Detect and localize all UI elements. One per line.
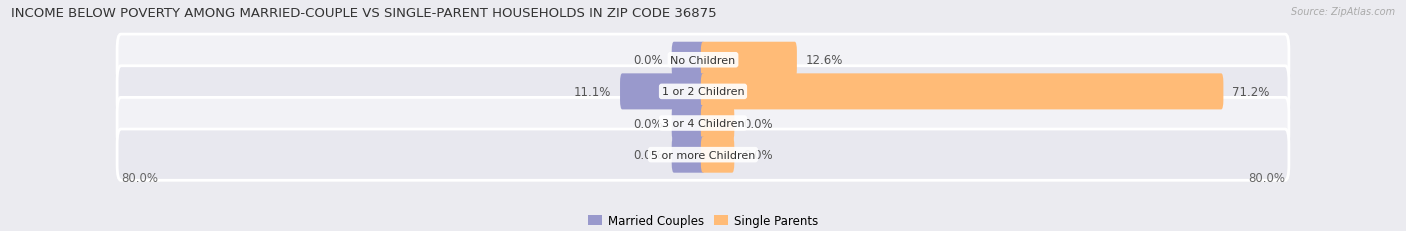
Text: INCOME BELOW POVERTY AMONG MARRIED-COUPLE VS SINGLE-PARENT HOUSEHOLDS IN ZIP COD: INCOME BELOW POVERTY AMONG MARRIED-COUPL… xyxy=(11,7,717,20)
Text: 12.6%: 12.6% xyxy=(806,54,844,67)
Text: No Children: No Children xyxy=(671,55,735,65)
Text: 5 or more Children: 5 or more Children xyxy=(651,150,755,160)
FancyBboxPatch shape xyxy=(117,67,1289,118)
Text: Source: ZipAtlas.com: Source: ZipAtlas.com xyxy=(1291,7,1395,17)
Text: 0.0%: 0.0% xyxy=(633,54,664,67)
Text: 71.2%: 71.2% xyxy=(1232,85,1270,98)
FancyBboxPatch shape xyxy=(700,106,734,141)
FancyBboxPatch shape xyxy=(117,98,1289,149)
Text: 3 or 4 Children: 3 or 4 Children xyxy=(662,119,744,128)
Text: 80.0%: 80.0% xyxy=(1249,171,1285,184)
Text: 0.0%: 0.0% xyxy=(633,149,664,161)
FancyBboxPatch shape xyxy=(117,129,1289,180)
FancyBboxPatch shape xyxy=(672,137,706,173)
FancyBboxPatch shape xyxy=(700,137,734,173)
Text: 0.0%: 0.0% xyxy=(742,149,773,161)
FancyBboxPatch shape xyxy=(700,74,1223,110)
Text: 0.0%: 0.0% xyxy=(633,117,664,130)
Text: 1 or 2 Children: 1 or 2 Children xyxy=(662,87,744,97)
FancyBboxPatch shape xyxy=(117,35,1289,86)
Text: 0.0%: 0.0% xyxy=(742,117,773,130)
FancyBboxPatch shape xyxy=(620,74,706,110)
Text: 80.0%: 80.0% xyxy=(121,171,157,184)
Text: 11.1%: 11.1% xyxy=(574,85,612,98)
Legend: Married Couples, Single Parents: Married Couples, Single Parents xyxy=(588,214,818,227)
FancyBboxPatch shape xyxy=(672,43,706,79)
FancyBboxPatch shape xyxy=(672,106,706,141)
FancyBboxPatch shape xyxy=(700,43,797,79)
